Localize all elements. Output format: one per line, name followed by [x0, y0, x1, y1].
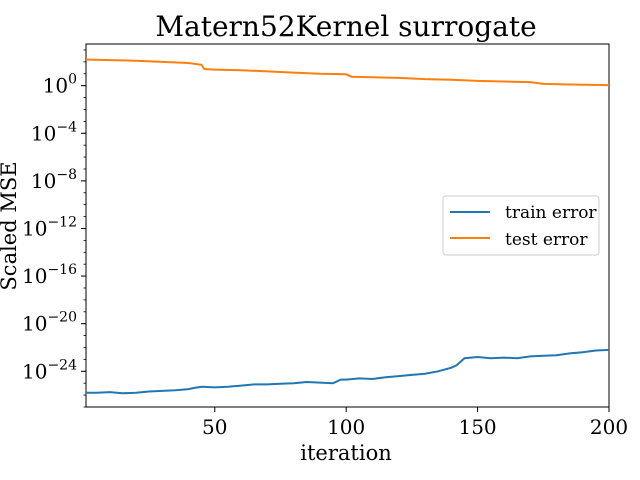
y-tick-label: 10−4: [31, 119, 77, 145]
x-tick-label: 200: [590, 415, 628, 439]
x-tick-label: 50: [202, 415, 227, 439]
y-axis-ticks: 100 10−4 10−8 10−12 10−16 10−20 10−24: [22, 49, 86, 408]
x-tick-label: 100: [327, 415, 365, 439]
series-line-test-error: [85, 58, 610, 87]
x-axis-ticks: 50 100 150 200: [202, 407, 628, 439]
y-tick-label: 10−12: [22, 214, 77, 240]
y-tick-label: 100: [43, 72, 77, 98]
y-tick-label: 10−24: [22, 357, 77, 383]
legend: train error test error: [442, 195, 600, 256]
x-tick-label: 150: [458, 415, 496, 439]
series-line-train-error: [86, 348, 610, 395]
y-axis-label: Scaled MSE: [0, 161, 21, 290]
plot-frame: [85, 43, 610, 408]
y-tick-label: 10−8: [31, 167, 77, 193]
series-layer: [85, 58, 610, 395]
chart-title: Matern52Kernel surrogate: [155, 10, 536, 43]
legend-box: [442, 195, 600, 256]
plot-area: 50 100 150 200 10010−410−810−1210−1610−2010…: [22, 43, 628, 439]
legend-label-test-error: test error: [505, 230, 588, 250]
x-axis-label: iteration: [300, 441, 391, 465]
y-tick-label: 10−16: [22, 262, 77, 288]
y-tick-label: 10−20: [22, 310, 77, 336]
legend-label-train-error: train error: [505, 203, 597, 223]
